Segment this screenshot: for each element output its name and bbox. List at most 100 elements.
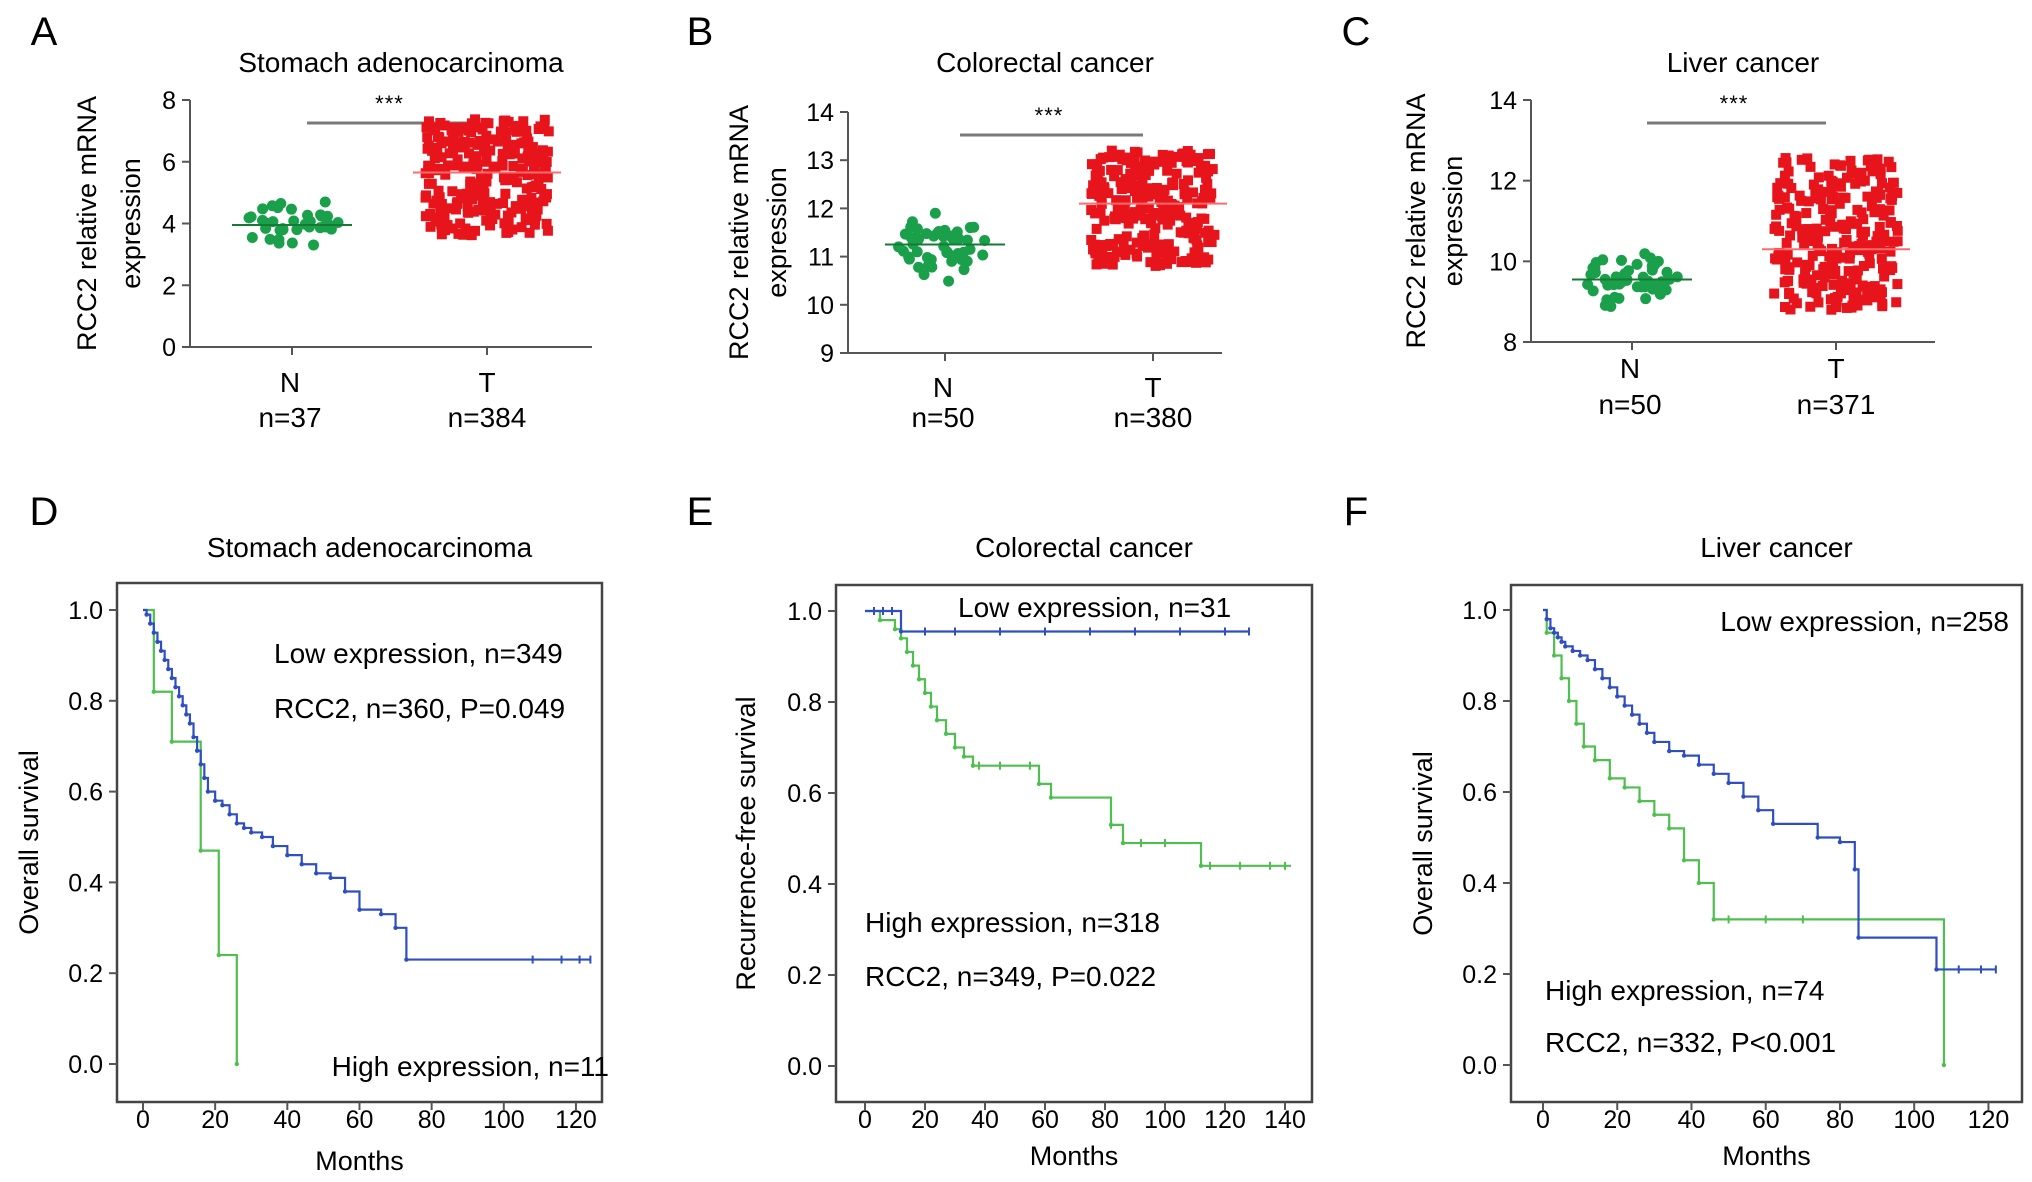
- x-tick-label: 20: [1603, 1106, 1631, 1134]
- data-point: [1846, 302, 1857, 313]
- event-point: [1108, 822, 1114, 828]
- data-point: [541, 192, 552, 203]
- data-point: [1848, 241, 1859, 252]
- data-point: [459, 139, 470, 150]
- data-point: [1201, 172, 1212, 183]
- data-point: [1088, 180, 1099, 191]
- data-point: [448, 223, 459, 234]
- data-point: [448, 131, 459, 142]
- data-point: [472, 188, 483, 199]
- data-point: [1780, 264, 1791, 275]
- event-point: [1577, 653, 1583, 658]
- data-point: [1791, 298, 1802, 309]
- data-point: [1851, 273, 1862, 284]
- x-axis-label: Months: [1030, 1141, 1119, 1171]
- data-point: [1145, 183, 1156, 194]
- data-point: [1856, 207, 1867, 218]
- data-point: [539, 114, 550, 125]
- data-point: [529, 162, 540, 173]
- data-point: [516, 200, 527, 211]
- event-point: [877, 617, 883, 623]
- data-point: [538, 148, 549, 159]
- data-point: [1112, 165, 1123, 176]
- data-point: [509, 147, 520, 158]
- data-point: [462, 206, 473, 217]
- data-point: [1800, 267, 1811, 278]
- data-point: [452, 160, 463, 171]
- data-point: [430, 213, 441, 224]
- data-point: [243, 212, 255, 224]
- data-point: [463, 148, 474, 159]
- annotation: Low expression, n=349: [274, 638, 563, 669]
- data-point: [514, 120, 525, 131]
- panel-b: B Colorectal cancer 9 10 11 12 13 14 RCC2 relati…: [687, 10, 1227, 433]
- data-point: [531, 210, 542, 221]
- data-point: [1812, 238, 1823, 249]
- event-point: [1592, 666, 1598, 672]
- data-point: [420, 192, 431, 203]
- data-point: [499, 218, 510, 229]
- event-point: [151, 689, 157, 694]
- data-point: [1780, 258, 1791, 269]
- data-point: [524, 227, 535, 238]
- x-tick-label: 120: [555, 1106, 597, 1134]
- data-point: [456, 189, 467, 200]
- y-tick-label: 0.2: [68, 960, 103, 988]
- event-point: [162, 657, 167, 663]
- data-point: [1871, 236, 1882, 247]
- data-point: [319, 196, 331, 208]
- panel-e: E Colorectal cancer 0.0 0.2 0.4 0.6 0.8 1.0 0 20 4…: [687, 490, 1314, 1171]
- event-point: [1756, 808, 1761, 813]
- data-point: [466, 230, 477, 241]
- data-point: [436, 222, 447, 233]
- significance-label: ***: [375, 91, 404, 116]
- data-point: [511, 126, 522, 137]
- data-point: [1113, 234, 1124, 245]
- data-point: [426, 122, 437, 133]
- data-point: [1769, 288, 1780, 299]
- data-point: [1803, 196, 1814, 207]
- event-point: [151, 630, 157, 635]
- data-point: [1129, 207, 1140, 218]
- event-point: [1563, 644, 1568, 649]
- data-point: [958, 264, 970, 276]
- event-point: [1048, 795, 1054, 800]
- data-point: [420, 211, 431, 222]
- event-point: [1652, 739, 1657, 745]
- event-point: [216, 952, 221, 958]
- data-point: [1149, 229, 1160, 240]
- y-axis-label: RCC2 relative mRNA: [724, 105, 754, 360]
- y-tick-label: 0.0: [1462, 1052, 1497, 1080]
- event-point: [928, 704, 934, 709]
- data-point: [436, 229, 447, 240]
- data-point: [1838, 223, 1849, 234]
- data-point: [1892, 279, 1903, 290]
- x-category-label: N: [1620, 353, 1640, 384]
- data-point: [1779, 170, 1790, 181]
- data-point: [977, 249, 989, 261]
- data-point: [1829, 221, 1840, 232]
- data-point: [1786, 183, 1797, 194]
- event-point: [176, 694, 182, 699]
- event-point: [194, 748, 200, 753]
- y-tick-label: 6: [162, 149, 176, 177]
- data-point: [1856, 167, 1867, 178]
- data-point: [1095, 154, 1106, 165]
- data-point: [1858, 260, 1869, 271]
- data-point: [1851, 168, 1862, 179]
- event-point: [1622, 785, 1627, 790]
- data-point: [1819, 272, 1830, 283]
- panel-d: D Stomach adenocarcinoma 0.0 0.2 0.4 0.6 0.8 1.…: [14, 490, 609, 1176]
- data-point: [522, 170, 533, 181]
- data-point: [1095, 207, 1106, 218]
- event-point: [198, 762, 203, 767]
- event-point: [1852, 867, 1858, 872]
- data-point: [435, 118, 446, 129]
- event-point: [393, 925, 398, 930]
- data-point: [449, 122, 460, 133]
- y-axis-label: Overall survival: [14, 750, 44, 935]
- x-category-label: N: [933, 372, 953, 403]
- data-point: [1845, 248, 1856, 259]
- event-point: [378, 911, 384, 917]
- data-point: [489, 134, 500, 145]
